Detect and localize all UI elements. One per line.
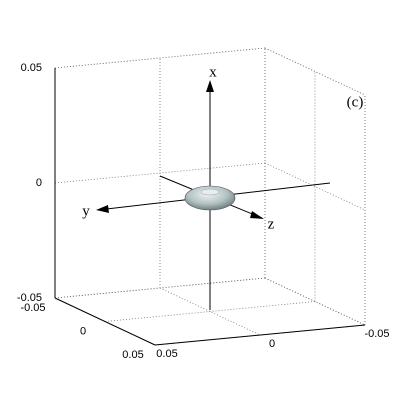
grid-line: [264, 162, 366, 211]
x-arrow: [206, 80, 214, 92]
annotation: (c): [347, 94, 364, 110]
grid-line: [159, 287, 261, 336]
z-axis-label: z: [268, 216, 275, 232]
torus-surface: [184, 185, 236, 211]
z-arrow: [250, 211, 264, 219]
z-tick-label: -0.05: [17, 292, 42, 304]
box-edge: [154, 324, 366, 346]
grid-line: [104, 301, 316, 322]
grid-line: [54, 277, 266, 299]
x-tick-label: 0.05: [156, 348, 177, 360]
z-tick-label: 0: [36, 177, 42, 189]
x-axis-label: x: [209, 64, 217, 80]
box-edge: [54, 297, 156, 346]
grid-line: [264, 277, 366, 326]
x-tick-label: -0.05: [364, 328, 389, 340]
grid-line: [54, 162, 266, 184]
y-tick-label: 0.05: [122, 349, 143, 361]
y-tick-label: -0.05: [20, 302, 45, 314]
y-axis-label: y: [82, 203, 90, 219]
y-tick-label: 0: [80, 325, 86, 337]
x-tick-label: 0: [269, 338, 275, 350]
grid-line: [264, 47, 366, 96]
y-arrow: [96, 205, 109, 213]
torus-hole: [200, 188, 220, 196]
grid-line: [54, 47, 266, 69]
z-tick-label: 0.05: [21, 62, 42, 74]
